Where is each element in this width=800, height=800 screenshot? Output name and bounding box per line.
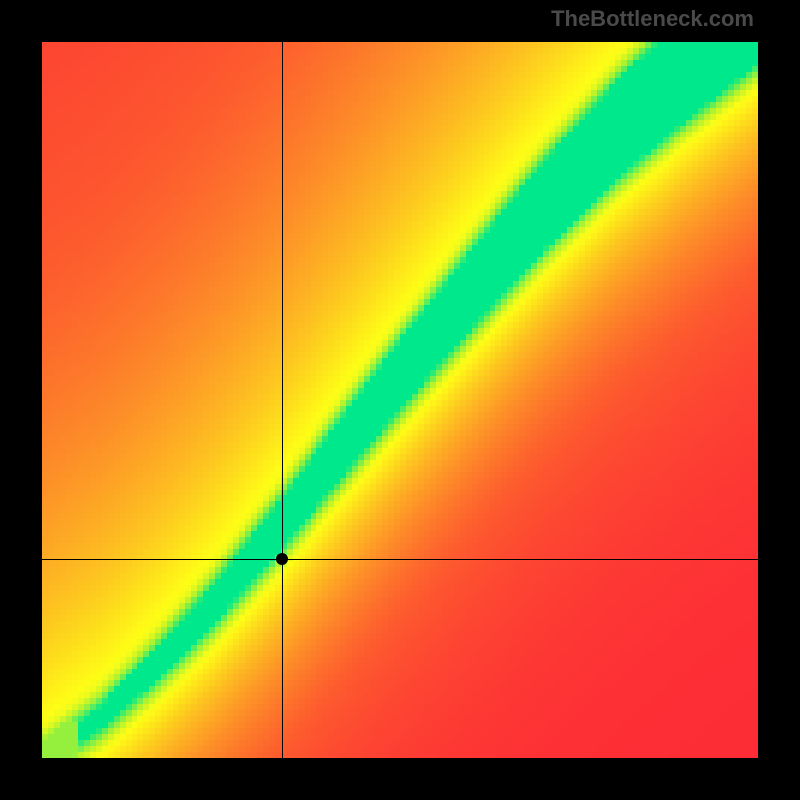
crosshair-marker-dot xyxy=(276,553,288,565)
crosshair-horizontal xyxy=(42,559,758,560)
watermark-text: TheBottleneck.com xyxy=(551,6,754,32)
crosshair-vertical xyxy=(282,42,283,758)
heatmap-canvas xyxy=(42,42,758,758)
